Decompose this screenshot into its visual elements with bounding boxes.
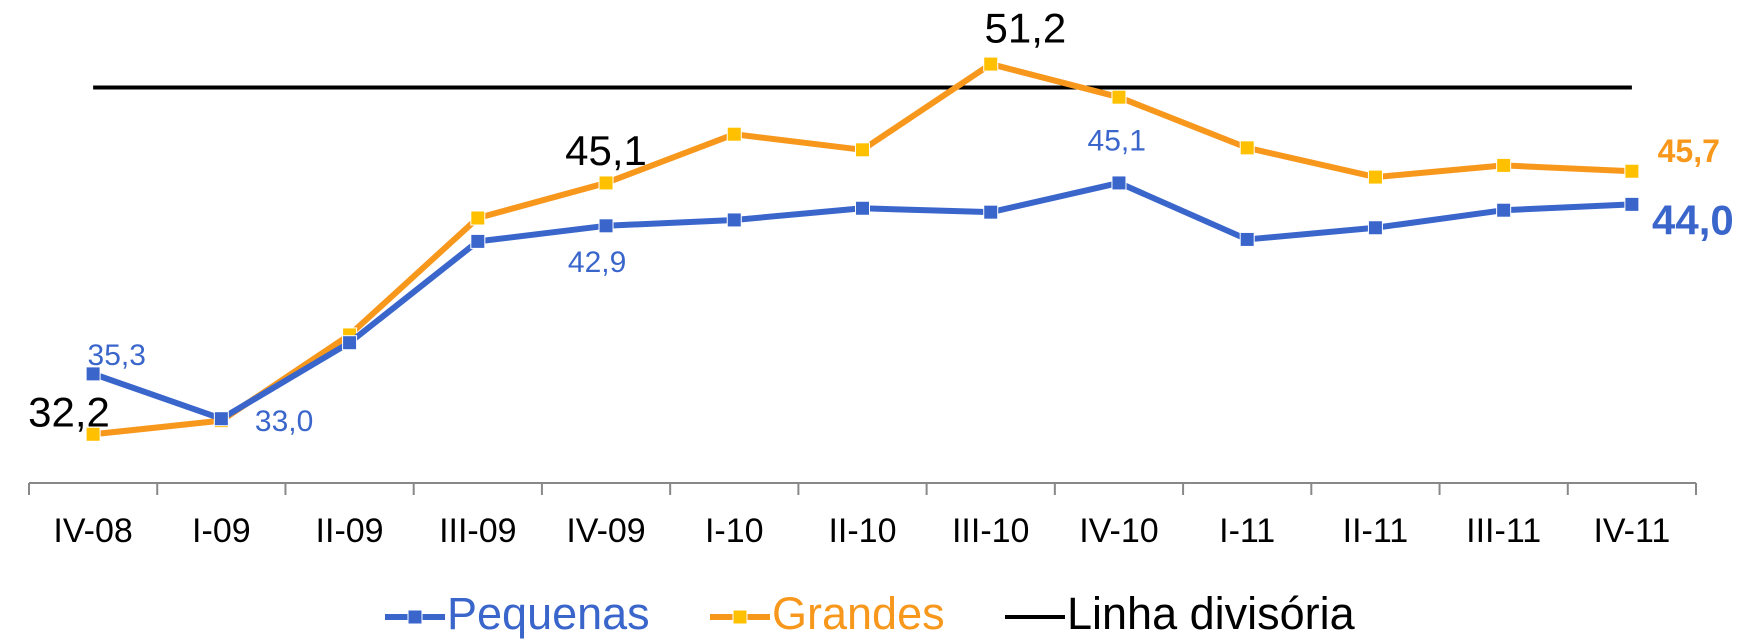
marker xyxy=(470,210,486,226)
marker xyxy=(855,200,870,216)
marker xyxy=(85,426,101,442)
marker xyxy=(85,366,101,382)
marker xyxy=(1624,196,1640,212)
legend-marker xyxy=(407,609,423,625)
data-label: 35,3 xyxy=(88,339,146,372)
marker xyxy=(1367,220,1383,236)
data-label: 44,0 xyxy=(1652,196,1734,243)
marker xyxy=(1367,169,1383,185)
marker xyxy=(983,56,999,72)
marker xyxy=(726,212,742,228)
x-tick-label: II-10 xyxy=(828,512,896,550)
marker xyxy=(855,142,870,158)
x-tick-label: IV-08 xyxy=(53,512,132,550)
x-tick-label: IV-10 xyxy=(1079,512,1158,550)
x-tick-label: III-11 xyxy=(1466,512,1541,550)
marker xyxy=(1496,157,1512,173)
marker xyxy=(1239,140,1255,156)
x-tick-label: III-10 xyxy=(952,512,1029,550)
marker xyxy=(1496,202,1512,218)
legend-label: Linha divisória xyxy=(1067,588,1356,639)
marker xyxy=(1111,175,1127,191)
x-tick-label: I-11 xyxy=(1219,512,1275,550)
legend-marker xyxy=(732,609,748,625)
marker xyxy=(213,411,229,427)
series-line xyxy=(92,61,1633,438)
data-label: 45,1 xyxy=(565,127,647,174)
marker xyxy=(598,175,614,191)
data-label: 32,2 xyxy=(28,388,110,435)
data-label: 42,9 xyxy=(568,246,626,279)
marker xyxy=(1111,89,1127,105)
x-tick-label: II-09 xyxy=(316,512,384,550)
marker xyxy=(1624,163,1640,179)
x-tick-label: IV-09 xyxy=(566,512,645,550)
legend-label: Grandes xyxy=(772,588,945,639)
marker xyxy=(598,218,614,234)
marker xyxy=(470,233,486,249)
marker xyxy=(1239,231,1255,247)
marker xyxy=(983,204,999,220)
data-label: 51,2 xyxy=(985,5,1067,52)
x-tick-label: IV-11 xyxy=(1593,512,1670,550)
x-tick-label: II-11 xyxy=(1343,512,1409,550)
marker xyxy=(726,126,742,142)
data-label: 33,0 xyxy=(255,405,313,438)
x-tick-label: III-09 xyxy=(439,512,516,550)
marker xyxy=(342,335,358,351)
series-line xyxy=(92,179,1633,422)
legend-label: Pequenas xyxy=(447,588,650,639)
x-tick-label: I-10 xyxy=(705,512,764,550)
x-tick-label: I-09 xyxy=(192,512,251,550)
data-label: 45,7 xyxy=(1658,133,1720,169)
data-label: 45,1 xyxy=(1088,125,1146,158)
